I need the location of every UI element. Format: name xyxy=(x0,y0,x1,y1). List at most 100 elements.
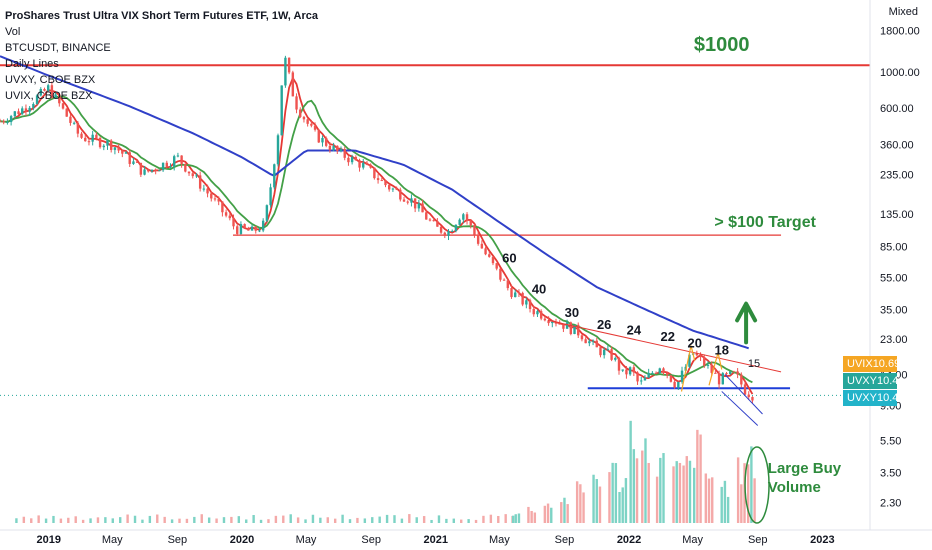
legend-indicator[interactable]: Daily Lines xyxy=(5,58,59,70)
candle-body xyxy=(614,357,617,360)
y-tick-label: 23.00 xyxy=(880,334,908,346)
volume-bar xyxy=(720,486,723,523)
volume-bar xyxy=(267,519,270,523)
price-tag-symbol: UVXY xyxy=(847,392,877,404)
volume-bar xyxy=(592,474,595,523)
volume-bar xyxy=(514,514,517,523)
y-tick-label: 55.00 xyxy=(880,272,908,284)
volume-bar xyxy=(59,518,63,523)
up-arrow-icon xyxy=(735,301,758,345)
candle-body xyxy=(50,85,54,98)
x-tick-label: 2019 xyxy=(36,534,60,546)
candle-body xyxy=(143,169,146,175)
price-tag-symbol: UVXY xyxy=(847,375,877,387)
peak-count-label: 22 xyxy=(660,329,674,344)
candle-body xyxy=(647,372,650,378)
candle-body xyxy=(628,367,632,375)
candle-body xyxy=(443,232,446,236)
target-100-label: > $100 Target xyxy=(714,214,816,231)
candle-body xyxy=(217,198,220,202)
candle-body xyxy=(740,374,743,385)
volume-bar xyxy=(408,514,411,523)
legend-title: ProShares Trust Ultra VIX Short Term Fut… xyxy=(5,10,318,22)
volume-bar xyxy=(207,517,211,523)
candle-body xyxy=(610,349,613,360)
candle-body xyxy=(58,94,61,104)
candle-body xyxy=(135,161,139,163)
volume-bar xyxy=(595,479,598,523)
orange-wave xyxy=(680,345,696,392)
volume-bar xyxy=(400,518,404,523)
volume-bar xyxy=(170,519,174,523)
candle-body xyxy=(602,349,606,356)
candle-body xyxy=(310,123,313,126)
volume-bar xyxy=(178,518,181,523)
candle-body xyxy=(347,157,350,163)
volume-bar xyxy=(437,515,441,523)
legend-indicator[interactable]: UVXY, CBOE BZX xyxy=(5,74,96,86)
volume-bar xyxy=(237,516,241,523)
candle-body xyxy=(198,175,202,189)
candle-body xyxy=(313,125,317,130)
candle-body xyxy=(173,156,176,167)
ma-slow-line xyxy=(0,55,750,350)
price-series xyxy=(0,55,754,404)
volume-bar xyxy=(326,517,329,523)
legend-indicator[interactable]: BTCUSDT, BINANCE xyxy=(5,42,111,54)
volume-bar xyxy=(230,516,233,523)
orange-wave xyxy=(708,352,723,386)
candle-body xyxy=(243,224,246,229)
volume-bar xyxy=(311,514,315,523)
x-tick-label: Sep xyxy=(555,534,575,546)
volume-bar xyxy=(563,497,566,523)
candle-body xyxy=(532,309,535,315)
candle-body xyxy=(495,263,498,269)
volume-bar xyxy=(629,420,632,523)
x-tick-label: Sep xyxy=(361,534,381,546)
y-tick-label: 1000.00 xyxy=(880,67,920,79)
volume-bar xyxy=(81,519,85,523)
x-tick-label: May xyxy=(296,534,317,546)
candle-body xyxy=(447,231,450,236)
candle-body xyxy=(165,162,168,167)
scale-mode-label[interactable]: Mixed xyxy=(888,6,918,18)
candle-body xyxy=(32,104,35,108)
candle-body xyxy=(703,357,706,366)
volume-bar xyxy=(511,515,515,523)
volume-bar xyxy=(22,516,26,523)
candle-body xyxy=(558,323,561,325)
x-tick-label: 2023 xyxy=(810,534,834,546)
x-tick-label: May xyxy=(682,534,703,546)
legend-indicator[interactable]: Vol xyxy=(5,26,21,38)
volume-bar xyxy=(711,477,714,523)
candle-body xyxy=(569,322,573,335)
volume-bar xyxy=(647,462,650,523)
candle-body xyxy=(265,205,269,221)
candle-body xyxy=(499,268,502,280)
volume-bar xyxy=(385,514,389,523)
candle-body xyxy=(269,187,272,206)
volume-bar xyxy=(740,484,743,523)
legend-indicator[interactable]: UVIX, CBOE BZX xyxy=(5,90,93,102)
candle-body xyxy=(213,198,217,200)
volume-note-label: Large Buy xyxy=(768,460,842,477)
candle-body xyxy=(228,215,232,219)
volume-bar xyxy=(608,472,611,523)
candle-body xyxy=(210,193,213,199)
volume-bar xyxy=(692,467,696,523)
candle-body xyxy=(473,225,476,235)
y-tick-label: 600.00 xyxy=(880,103,914,115)
candle-body xyxy=(636,372,639,382)
candle-body xyxy=(658,368,661,374)
candle-body xyxy=(258,230,261,232)
x-tick-label: May xyxy=(489,534,510,546)
volume-bar xyxy=(141,519,144,523)
y-tick-label: 85.00 xyxy=(880,242,908,254)
candle-body xyxy=(273,164,276,188)
candle-body xyxy=(643,377,647,381)
candle-body xyxy=(599,347,602,356)
candle-body xyxy=(751,397,754,401)
candle-body xyxy=(387,185,391,190)
candle-body xyxy=(161,162,165,171)
